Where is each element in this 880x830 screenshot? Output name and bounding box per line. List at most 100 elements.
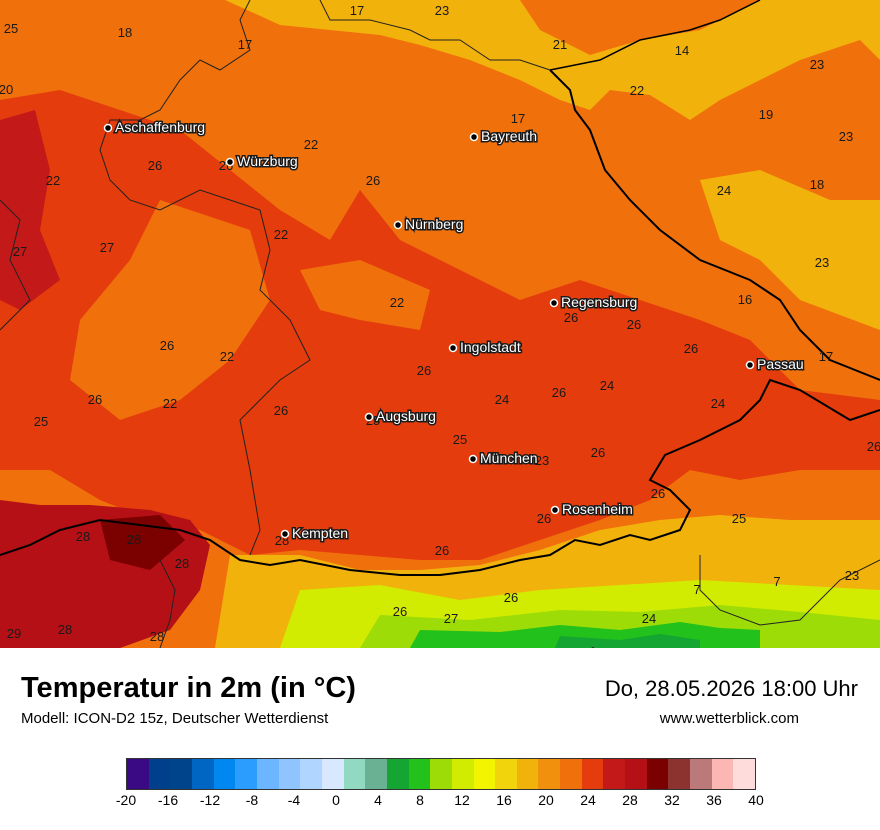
city-marker[interactable]: Würzburg: [225, 152, 299, 171]
legend-swatch: [538, 759, 561, 789]
legend-tick-label: 36: [706, 792, 722, 808]
forecast-datetime: Do, 28.05.2026 18:00 Uhr: [604, 676, 858, 701]
map-zone-alps-peaks: [555, 634, 700, 648]
temperature-value: 28: [175, 556, 189, 571]
city-name: Würzburg: [237, 153, 298, 169]
temperature-value: 26: [552, 385, 566, 400]
legend-swatch: [127, 759, 149, 789]
city-marker[interactable]: Nürnberg: [393, 215, 465, 234]
temperature-value: 19: [759, 107, 773, 122]
legend-swatch: [386, 759, 409, 789]
temperature-value: 26: [160, 338, 174, 353]
country-border-north: [549, 0, 761, 71]
legend-swatch: [690, 759, 712, 789]
legend-swatch: [343, 759, 366, 789]
country-border-czech: [549, 69, 880, 381]
legend-tick-label: 12: [454, 792, 470, 808]
map-title: Temperatur in 2m (in °C): [21, 672, 356, 704]
city-dot: [468, 454, 478, 464]
legend-swatch: [473, 759, 496, 789]
city-marker[interactable]: Passau: [745, 355, 805, 374]
temperature-value: 26: [148, 158, 162, 173]
legend-swatch: [603, 759, 626, 789]
temperature-value: 26: [684, 341, 698, 356]
legend-tick-label: 28: [622, 792, 638, 808]
legend-tick-label: 16: [496, 792, 512, 808]
city-marker[interactable]: Regensburg: [549, 293, 639, 312]
city-dot: [393, 220, 403, 230]
temperature-value: 27: [444, 611, 458, 626]
temperature-value: 23: [815, 255, 829, 270]
temperature-value: 23: [810, 57, 824, 72]
country-border-austria: [0, 378, 880, 576]
city-name: Ingolstadt: [460, 339, 521, 355]
map-zone-cool-east: [700, 170, 880, 330]
temperature-value: 25: [34, 414, 48, 429]
color-legend: [126, 758, 756, 790]
city-dot: [469, 132, 479, 142]
city-name: Kempten: [292, 525, 348, 541]
city-dot: [549, 298, 559, 308]
legend-tick-label: 4: [374, 792, 382, 808]
temperature-value: 23: [435, 3, 449, 18]
legend-swatch: [148, 759, 171, 789]
city-dot: [550, 505, 560, 515]
legend-ticks: -20 -16 -12 -8 -4 0 4 8 12 16 20 24 28 32 36 40: [116, 792, 764, 816]
city-name: Rosenheim: [562, 501, 633, 517]
temperature-value: 14: [675, 43, 689, 58]
legend-swatch: [451, 759, 474, 789]
border-lake-constance: [159, 559, 176, 648]
temperature-value: 22: [630, 83, 644, 98]
city-marker[interactable]: Kempten: [280, 524, 350, 543]
city-marker[interactable]: Ingolstadt: [448, 338, 522, 357]
temperature-value: 18: [118, 25, 132, 40]
border-austria-inner: [699, 555, 880, 626]
city-dot: [280, 529, 290, 539]
temperature-value: 24: [711, 396, 725, 411]
city-marker[interactable]: Aschaffenburg: [103, 118, 207, 137]
legend-tick-label: -4: [287, 792, 301, 808]
city-marker[interactable]: München: [468, 449, 539, 468]
temperature-value: 22: [390, 295, 404, 310]
city-marker[interactable]: Bayreuth: [469, 127, 539, 146]
legend-swatch: [256, 759, 279, 789]
temperature-value: 22: [163, 396, 177, 411]
legend-swatch: [278, 759, 301, 789]
temperature-value: 26: [274, 403, 288, 418]
state-border-west: [99, 0, 311, 556]
temperature-value: 24: [717, 183, 731, 198]
temperature-value: 22: [304, 137, 318, 152]
legend-tick-label: -16: [157, 792, 179, 808]
temperature-value: 7: [693, 582, 700, 597]
city-name: München: [480, 450, 538, 466]
footer: Temperatur in 2m (in °C) Modell: ICON-D2…: [0, 648, 880, 830]
legend-swatch: [516, 759, 539, 789]
city-marker[interactable]: Augsburg: [364, 407, 437, 426]
legend-swatch: [668, 759, 691, 789]
temperature-value: 26: [504, 590, 518, 605]
legend-tick-label: -12: [199, 792, 221, 808]
city-name: Passau: [757, 356, 804, 372]
legend-tick-label: 32: [664, 792, 680, 808]
temperature-value: 22: [220, 349, 234, 364]
temperature-value: 1: [589, 644, 596, 648]
city-name: Nürnberg: [405, 216, 463, 232]
map-zone-warm-core: [0, 90, 880, 560]
temperature-map: 25 18 17 23 17 21 14 23 20 22 17 19 23 22 26 26 22 26 18 24…: [0, 0, 880, 648]
temperature-value: 26: [417, 363, 431, 378]
temperature-value: 18: [810, 177, 824, 192]
website-link[interactable]: www.wetterblick.com: [659, 710, 799, 727]
city-name: Aschaffenburg: [115, 119, 205, 135]
legend-swatch: [408, 759, 431, 789]
temperature-value: 28: [76, 529, 90, 544]
temperature-value: 16: [738, 292, 752, 307]
temperature-value: 17: [819, 349, 833, 364]
legend-swatch: [646, 759, 669, 789]
legend-swatch: [733, 759, 756, 789]
temperature-value: 25: [453, 432, 467, 447]
temperature-value: 27: [13, 244, 27, 259]
city-dot: [745, 360, 755, 370]
city-marker[interactable]: Rosenheim: [550, 500, 634, 519]
